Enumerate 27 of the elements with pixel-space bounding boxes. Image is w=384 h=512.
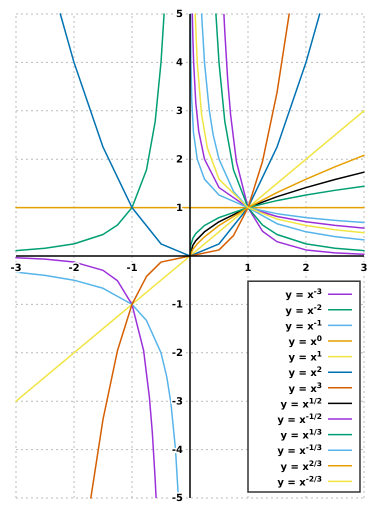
legend-label: y = x$^{1/3}$ (280, 427, 322, 442)
legend-label: y = x$^{-1/3}$ (277, 442, 322, 458)
y-tick-label: 2 (176, 154, 184, 166)
y-tick-label: 5 (176, 9, 184, 20)
legend-label: y = x$^{-2}$ (285, 302, 322, 317)
y-tick-label: -5 (172, 493, 184, 504)
legend-label: y = x$^{2/3}$ (280, 458, 322, 473)
x-tick-label: 3 (360, 263, 368, 274)
y-tick-label: 3 (176, 106, 184, 117)
x-tick-label: 2 (302, 263, 310, 274)
legend-label: y = x$^{-1/2}$ (277, 412, 322, 426)
legend-label: y = x$^{-2/3}$ (277, 474, 322, 488)
x-tick-label: -2 (68, 263, 80, 274)
x-tick-label: 1 (244, 263, 252, 274)
y-tick-label: -1 (172, 300, 184, 311)
legend-label: y = x$^{3}$ (288, 380, 322, 395)
x-tick-label: -3 (10, 263, 22, 274)
x-tick-label: -1 (126, 263, 138, 274)
y-tick-label: -3 (172, 396, 184, 408)
y-tick-label: -2 (172, 348, 184, 359)
legend-label: y = x$^{1}$ (288, 349, 322, 364)
y-tick-label: 4 (176, 58, 184, 69)
legend-label: y = x$^{2}$ (288, 364, 322, 380)
legend-label: y = x$^{1/2}$ (280, 396, 322, 410)
legend-label: y = x$^{-1}$ (285, 318, 322, 332)
legend-label: y = x$^{0}$ (288, 334, 322, 348)
legend-label: y = x$^{-3}$ (285, 286, 322, 302)
